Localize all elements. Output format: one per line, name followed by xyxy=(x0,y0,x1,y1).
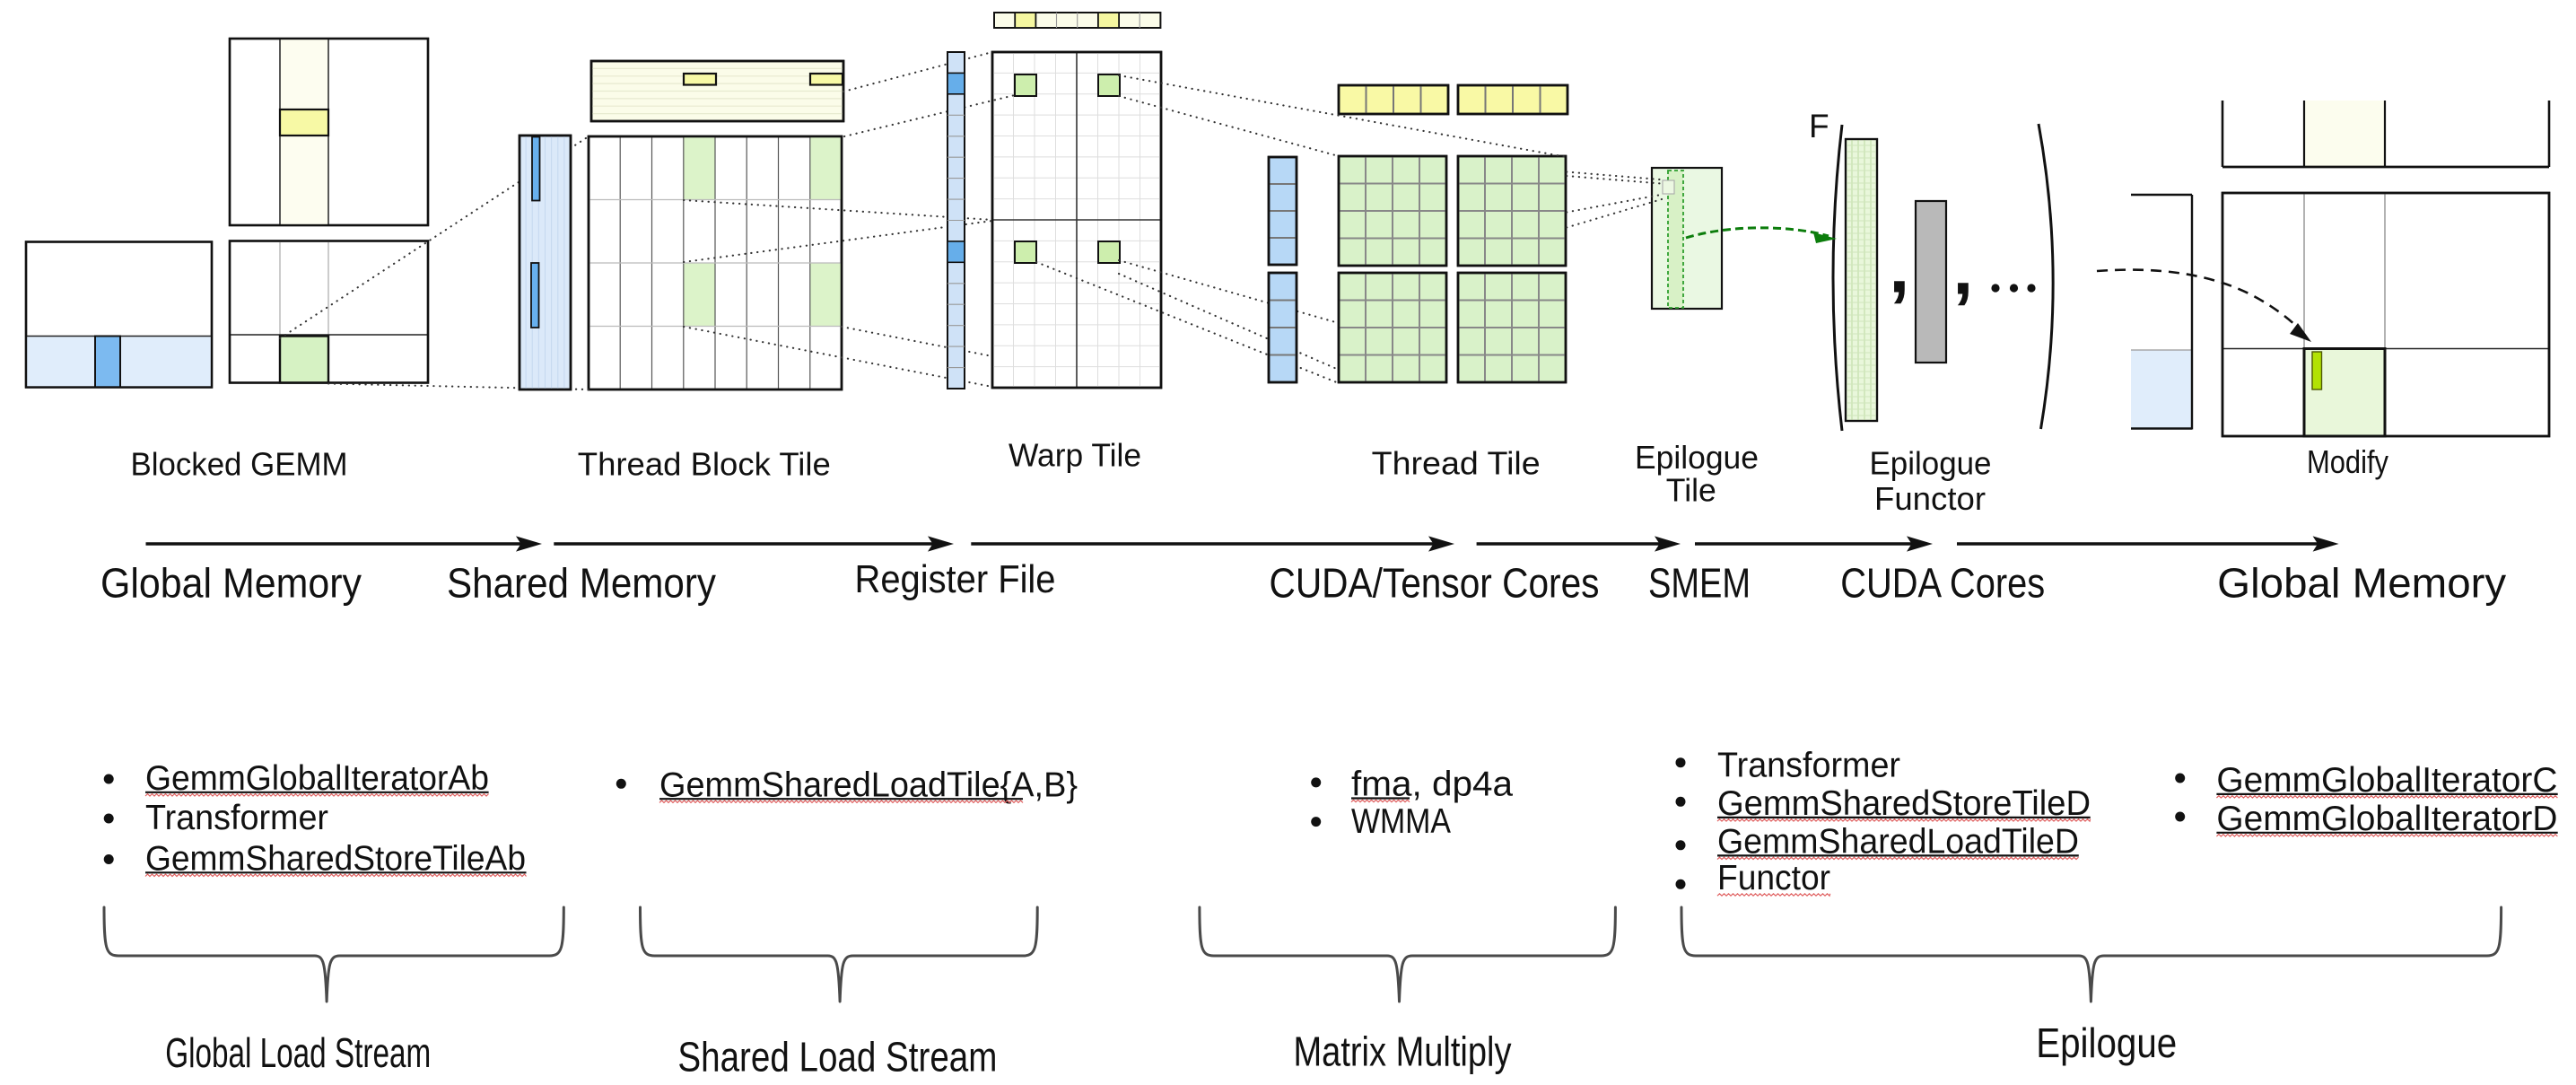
svg-text:SMEM: SMEM xyxy=(1648,560,1751,607)
svg-text:Global Memory: Global Memory xyxy=(100,559,362,606)
svg-text:Thread Tile: Thread Tile xyxy=(1372,445,1541,482)
svg-text:Tile: Tile xyxy=(1666,472,1716,509)
svg-text:,: , xyxy=(1952,227,1973,311)
svg-text:Shared Load Stream: Shared Load Stream xyxy=(677,1033,997,1080)
svg-text:Matrix Multiply: Matrix Multiply xyxy=(1294,1028,1512,1075)
svg-text:,: , xyxy=(1889,225,1909,309)
svg-text:Register File: Register File xyxy=(855,557,1056,601)
svg-text:Functor: Functor xyxy=(1874,480,1986,517)
svg-text:CUDA/Tensor Cores: CUDA/Tensor Cores xyxy=(1270,560,1600,607)
svg-text:Transformer: Transformer xyxy=(145,799,328,837)
svg-text:Transformer: Transformer xyxy=(1717,747,1900,785)
svg-text:F: F xyxy=(1809,108,1829,144)
svg-text:Epilogue: Epilogue xyxy=(2036,1019,2177,1066)
svg-text:Thread Block Tile: Thread Block Tile xyxy=(578,446,831,483)
svg-text:WMMA: WMMA xyxy=(1351,802,1451,841)
svg-text:Modify: Modify xyxy=(2307,443,2388,480)
svg-text:Global Load Stream: Global Load Stream xyxy=(165,1029,431,1076)
svg-text:Epilogue: Epilogue xyxy=(1870,445,1992,482)
svg-text:Global Memory: Global Memory xyxy=(2217,560,2506,607)
svg-text:Blocked GEMM: Blocked GEMM xyxy=(131,446,348,483)
svg-text:Warp Tile: Warp Tile xyxy=(1009,437,1141,474)
svg-text:Shared Memory: Shared Memory xyxy=(447,559,716,606)
svg-text:Epilogue: Epilogue xyxy=(1635,439,1759,476)
svg-text:Functor: Functor xyxy=(1717,859,1830,897)
svg-text:CUDA Cores: CUDA Cores xyxy=(1840,560,2045,607)
